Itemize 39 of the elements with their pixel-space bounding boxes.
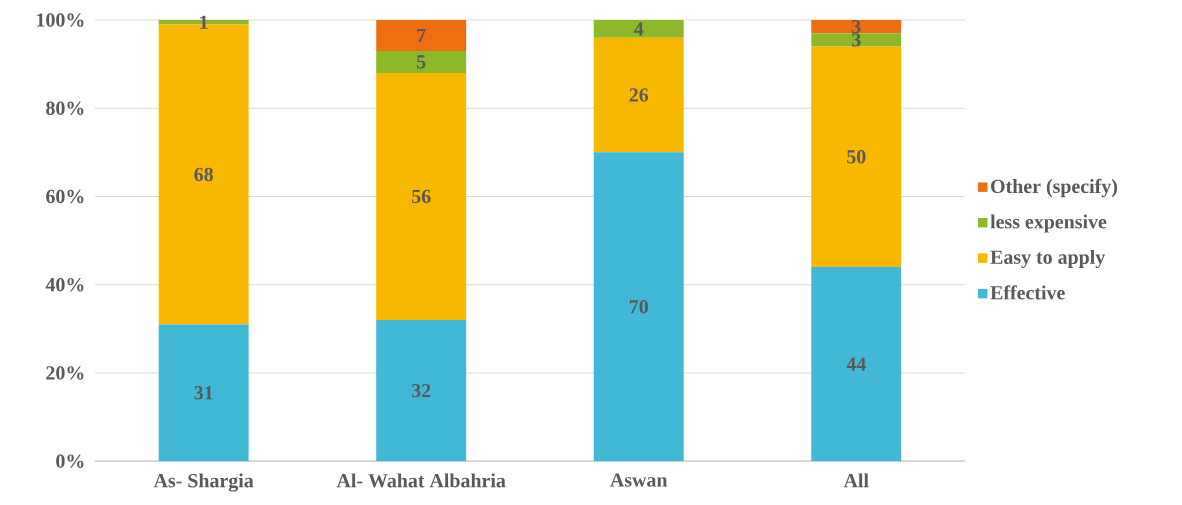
bar xyxy=(376,72,467,320)
data-label: 70 xyxy=(629,300,648,314)
y-tick-label: 40% xyxy=(45,277,84,292)
x-tick-label: All xyxy=(843,473,869,488)
legend-label: less expensive xyxy=(990,214,1107,233)
data-label: 44 xyxy=(846,357,866,371)
data-label: 31 xyxy=(194,386,213,400)
bar xyxy=(376,50,467,73)
x-tick-label: Aswan xyxy=(610,473,668,487)
bar xyxy=(376,20,467,51)
y-tick-label: 0% xyxy=(56,454,84,468)
data-label: 50 xyxy=(847,150,866,164)
data-label: 26 xyxy=(629,88,649,102)
bar xyxy=(811,20,902,34)
x-tick-label: As- Shargia xyxy=(153,473,254,492)
legend-label: Other (specify) xyxy=(991,178,1118,198)
legend-label: Effective xyxy=(990,285,1065,300)
legend-label: Easy to apply xyxy=(990,249,1106,269)
data-label: 7 xyxy=(417,28,426,42)
data-label: 68 xyxy=(194,167,213,182)
bar xyxy=(158,324,249,462)
data-label: 3 xyxy=(852,33,861,47)
data-label: 3 xyxy=(852,19,861,34)
x-tick-label: Al- Wahat Albahria xyxy=(336,473,506,488)
bar xyxy=(593,20,684,38)
bar xyxy=(811,46,902,268)
y-tick-label: 20% xyxy=(46,366,84,380)
bar xyxy=(593,37,684,153)
bar xyxy=(811,267,902,462)
bar xyxy=(376,319,467,462)
data-label: 5 xyxy=(417,55,426,69)
data-label: 56 xyxy=(412,189,431,204)
data-label: 4 xyxy=(634,22,644,36)
y-tick-label: 60% xyxy=(46,189,84,204)
data-label: 32 xyxy=(411,383,431,398)
bar xyxy=(811,33,902,47)
y-tick-label: 80% xyxy=(46,101,84,116)
bar xyxy=(593,152,684,462)
y-tick-label: 100% xyxy=(37,13,84,27)
